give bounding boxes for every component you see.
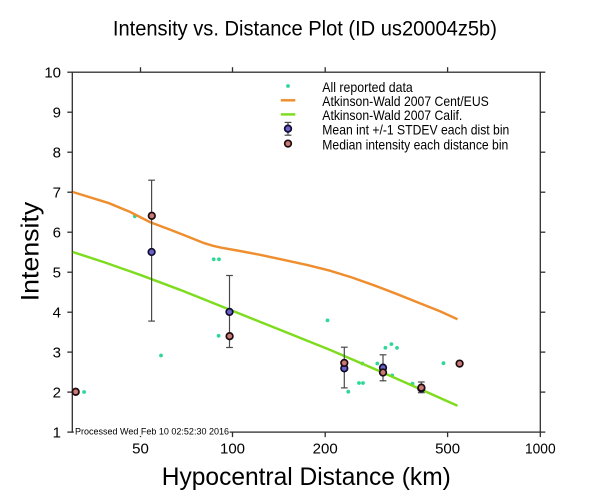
svg-text:All reported data: All reported data bbox=[322, 79, 413, 95]
svg-text:Processed Wed Feb 10 02:52:30: Processed Wed Feb 10 02:52:30 2016 bbox=[75, 426, 229, 436]
svg-text:8: 8 bbox=[53, 144, 61, 161]
svg-text:Hypocentral Distance (km): Hypocentral Distance (km) bbox=[162, 463, 451, 491]
svg-text:1000: 1000 bbox=[525, 440, 556, 457]
svg-text:4: 4 bbox=[53, 304, 61, 321]
svg-text:50: 50 bbox=[132, 440, 149, 457]
svg-text:Atkinson-Wald 2007 Cent/EUS: Atkinson-Wald 2007 Cent/EUS bbox=[322, 93, 489, 109]
svg-text:3: 3 bbox=[53, 344, 61, 361]
svg-text:9: 9 bbox=[53, 104, 61, 121]
svg-text:Atkinson-Wald 2007 Calif.: Atkinson-Wald 2007 Calif. bbox=[322, 107, 462, 123]
svg-text:Intensity vs. Distance Plot (I: Intensity vs. Distance Plot (ID us20004z… bbox=[113, 17, 497, 40]
svg-text:200: 200 bbox=[313, 440, 338, 457]
svg-text:7: 7 bbox=[53, 184, 61, 201]
svg-text:Median intensity each distance: Median intensity each distance bin bbox=[322, 136, 508, 152]
svg-text:Mean int +/-1 STDEV each dist: Mean int +/-1 STDEV each dist bin bbox=[322, 122, 509, 138]
svg-text:6: 6 bbox=[53, 224, 61, 241]
svg-text:5: 5 bbox=[53, 264, 61, 281]
svg-text:1: 1 bbox=[53, 424, 61, 441]
svg-text:10: 10 bbox=[44, 64, 61, 81]
svg-text:100: 100 bbox=[220, 440, 245, 457]
svg-text:2: 2 bbox=[53, 384, 61, 401]
svg-text:Intensity: Intensity bbox=[16, 201, 44, 301]
svg-text:500: 500 bbox=[435, 440, 460, 457]
